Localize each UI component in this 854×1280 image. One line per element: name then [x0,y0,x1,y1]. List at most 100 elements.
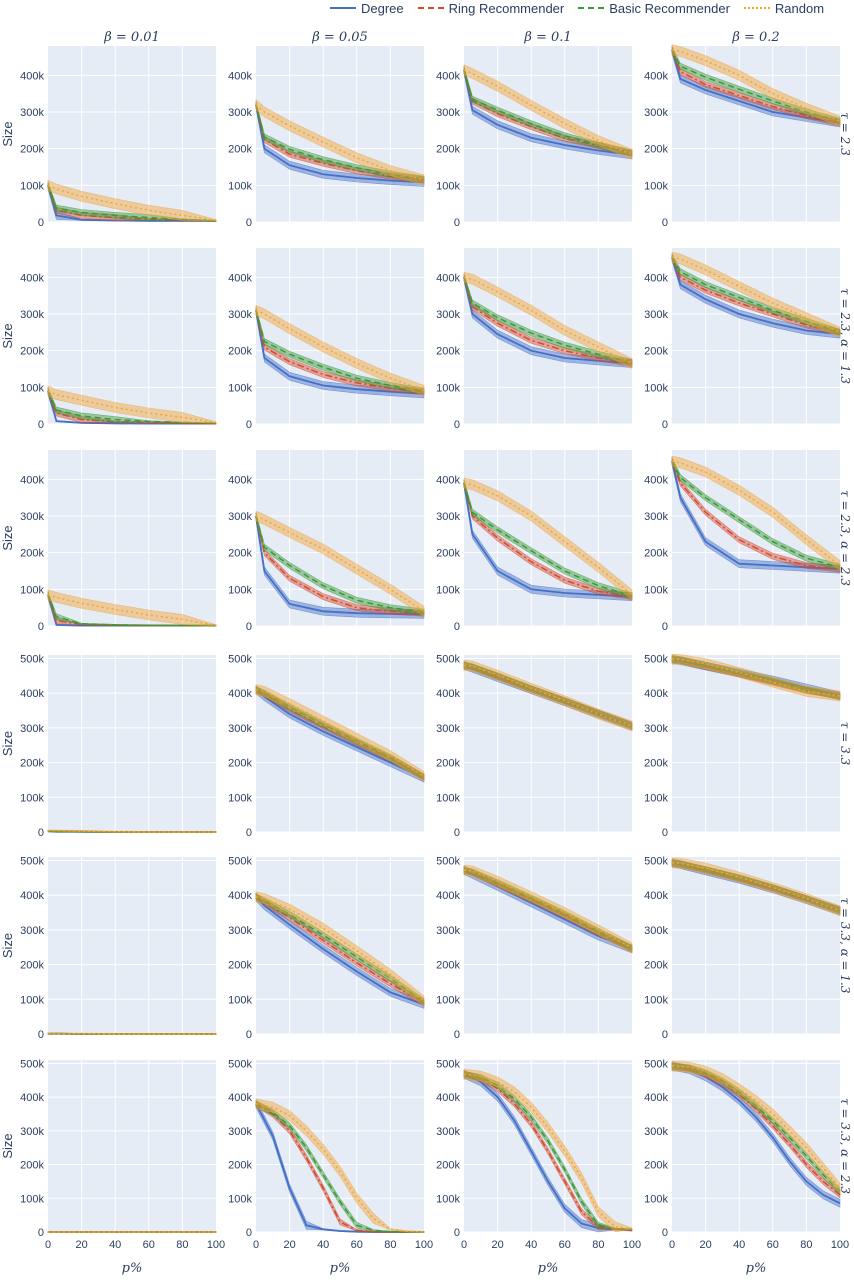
subplot-r5-c1: 0 100k 200k 300k 400k 500k 0 20 40 60 80 100 p% [228,1058,433,1276]
y-tick-label: 100k [436,1193,460,1205]
subplot-r1-c1: 0 100k 200k 300k 400k [228,248,425,431]
y-tick-label: 100k [644,792,668,804]
y-tick-label: 200k [644,1160,668,1172]
x-tick-label: 20 [75,1239,87,1251]
x-tick-label: 80 [800,1239,812,1251]
legend-label: Ring Recommender [448,0,565,16]
y-tick-label: 400k [228,1092,252,1104]
series-line-random [255,896,425,1002]
y-tick-label: 0 [662,827,668,839]
series-line-degree [463,869,633,950]
y-tick-label: 300k [436,723,460,735]
y-axis-label: Size [0,525,15,550]
y-tick-label: 200k [228,960,252,972]
plot-background [672,450,840,626]
confidence-band-random [255,891,425,1007]
y-tick-label: 400k [436,272,460,284]
plot-background [48,857,216,1034]
y-tick-label: 300k [228,925,252,937]
y-tick-label: 200k [228,758,252,770]
confidence-band-random [255,99,425,186]
series-line-degree [255,104,425,184]
y-tick-label: 0 [454,419,460,431]
y-tick-label: 0 [662,217,668,229]
x-tick-label: 0 [253,1239,259,1251]
confidence-band-ring-recommender [671,457,841,573]
y-tick-label: 200k [436,1160,460,1172]
confidence-band-random [255,684,425,783]
y-tick-label: 300k [436,511,460,523]
series-line-degree [255,896,425,1006]
column-title: β = 0.05 [311,30,368,45]
y-tick-label: 100k [228,584,252,596]
y-tick-label: 100k [20,994,44,1006]
y-tick-label: 100k [228,1193,252,1205]
y-tick-label: 0 [246,1227,252,1239]
column-title: β = 0.01 [103,30,160,45]
y-tick-label: 0 [662,1029,668,1041]
confidence-band-ring-recommender [671,1062,841,1199]
y-tick-label: 300k [436,107,460,119]
y-tick-label: 200k [436,758,460,770]
series-line-random [255,1103,425,1233]
x-tick-label: 0 [461,1239,467,1251]
subplot-r2-c2: 0 100k 200k 300k 400k [436,450,633,633]
subplot-r3-c0: 0 100k 200k 300k 400k 500k Size [0,653,217,839]
y-tick-label: 200k [436,548,460,560]
series-line-random [255,309,425,392]
x-axis-label: p% [330,1261,351,1276]
series-line-degree [671,460,841,571]
subplot-r2-c1: 0 100k 200k 300k 400k [228,450,425,633]
y-tick-label: 400k [20,890,44,902]
legend-swatch [330,7,356,9]
row-title: τ = 2.3 [838,112,852,156]
series-line-basic-recommender [463,869,633,949]
series-line-random [463,276,633,365]
y-tick-label: 500k [20,855,44,867]
subplot-r2-c0: 0 100k 200k 300k 400k Size [0,450,217,633]
y-tick-label: 200k [228,144,252,156]
y-tick-label: 300k [644,107,668,119]
y-tick-label: 0 [454,1029,460,1041]
x-tick-label: 0 [45,1239,51,1251]
series-line-random [47,594,217,627]
y-tick-label: 300k [436,1126,460,1138]
y-tick-label: 100k [644,382,668,394]
plot-background [672,1060,840,1232]
series-line-ring-recommender [671,862,841,912]
confidence-band-degree [255,511,425,619]
plot-background [256,46,424,222]
y-tick-label: 200k [20,960,44,972]
y-tick-label: 100k [644,180,668,192]
series-line-ring-recommender [463,482,633,598]
x-tick-label: 100 [831,1239,849,1251]
y-tick-label: 100k [436,584,460,596]
confidence-band-degree [255,100,425,187]
y-tick-label: 400k [20,272,44,284]
y-tick-label: 400k [228,272,252,284]
y-tick-label: 100k [228,180,252,192]
y-tick-label: 400k [436,688,460,700]
plot-background [48,1060,216,1232]
y-tick-label: 300k [436,309,460,321]
confidence-band-basic-recommender [47,387,217,425]
y-tick-label: 0 [38,621,44,633]
y-tick-label: 100k [644,994,668,1006]
subplot-r0-c1: 0 100k 200k 300k 400k [228,46,425,229]
legend: Degree Ring Recommender Basic Recommender R… [330,0,824,16]
series-line-ring-recommender [671,460,841,570]
y-tick-label: 400k [644,474,668,486]
y-tick-label: 300k [20,107,44,119]
x-tick-label: 80 [384,1239,396,1251]
y-tick-label: 500k [228,1058,252,1070]
confidence-band-random [47,179,217,222]
y-axis-label: Size [0,323,15,348]
plot-background [256,1060,424,1232]
confidence-band-random [255,1098,425,1233]
confidence-band-random [47,385,217,424]
y-tick-label: 0 [246,419,252,431]
series-line-degree [671,658,841,697]
series-line-basic-recommender [463,277,633,364]
y-tick-label: 300k [644,511,668,523]
